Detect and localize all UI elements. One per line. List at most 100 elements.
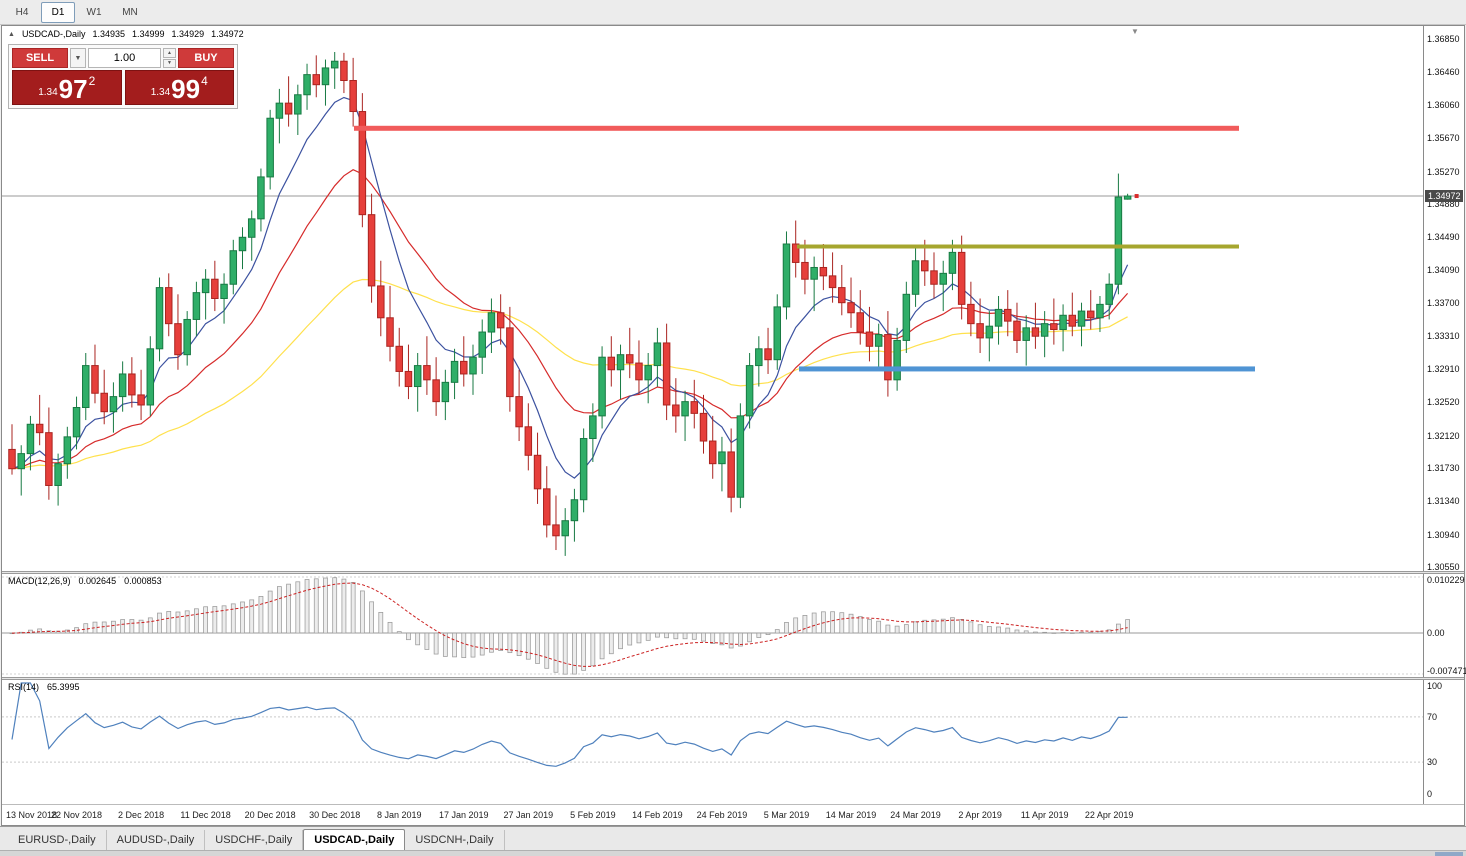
close-value: 1.34972 (211, 29, 244, 39)
bottom-scrollbar[interactable] (0, 850, 1466, 856)
date-label: 17 Jan 2019 (438, 810, 489, 820)
sell-button[interactable]: SELL (12, 48, 68, 68)
date-label: 20 Dec 2018 (244, 810, 296, 820)
chart-tabbar: EURUSD-,Daily AUDUSD-,Daily USDCHF-,Daily U… (0, 826, 1466, 850)
chart-shift-icon[interactable]: ▼ (1131, 27, 1139, 36)
rsi-axis-label: 0 (1427, 789, 1433, 799)
buy-price-pipette: 4 (201, 74, 208, 88)
price-chart-canvas[interactable] (2, 26, 1423, 571)
macd-axis-label: 0.00 (1427, 628, 1445, 639)
macd-axis-label: 0.010229 (1427, 575, 1465, 585)
timeframe-button-mn[interactable]: MN (122, 6, 138, 18)
date-label: 22 Nov 2018 (51, 810, 103, 820)
volume-down-button[interactable]: ▼ (163, 58, 176, 68)
date-axis[interactable]: 13 Nov 2018 22 Nov 2018 2 Dec 2018 11 Dec 2… (2, 804, 1464, 825)
date-label: 5 Mar 2019 (763, 810, 810, 820)
price-chart-panel[interactable]: ▲ USDCAD-,Daily 1.34935 1.34999 1.34929 … (2, 26, 1464, 573)
buy-price-big-digits: 99 (171, 74, 201, 104)
chart-tab-usdcad[interactable]: USDCAD-,Daily (303, 829, 406, 850)
date-label: 22 Apr 2019 (1084, 810, 1134, 820)
date-label: 11 Dec 2018 (180, 810, 231, 820)
macd-axis[interactable]: 0.010229 0.00 -0.007471 (1423, 574, 1466, 677)
date-label: 11 Apr 2019 (1020, 810, 1069, 820)
chart-tab-audusd[interactable]: AUDUSD-,Daily (107, 830, 206, 850)
scrollbar-thumb[interactable] (1435, 852, 1463, 856)
price-axis-label: 1.34880 (1427, 199, 1460, 210)
price-axis-label: 1.34490 (1427, 231, 1460, 242)
low-value: 1.34929 (171, 29, 205, 39)
high-value: 1.34999 (132, 29, 165, 39)
open-value: 1.34935 (92, 29, 125, 39)
price-axis[interactable]: 1.34972 1.36850 1.36460 1.36060 1.35670 1.35… (1423, 26, 1464, 573)
sell-price-pipette: 2 (88, 74, 96, 88)
chevron-down-icon[interactable]: ▼ (70, 48, 86, 68)
rsi-value: 65.3995 (47, 682, 80, 692)
price-axis-label: 1.35670 (1427, 133, 1460, 143)
timeframe-button-h4[interactable]: H4 (15, 6, 29, 18)
price-axis-label: 1.36460 (1427, 66, 1460, 77)
buy-button[interactable]: BUY (178, 48, 234, 68)
price-axis-label: 1.32910 (1427, 364, 1460, 375)
symbol-name: USDCAD-,Daily (21, 29, 86, 39)
rsi-axis[interactable]: 100 70 30 0 (1423, 680, 1464, 804)
macd-name: MACD(12,26,9) (8, 576, 71, 586)
chart-tab-usdchf[interactable]: USDCHF-,Daily (205, 830, 304, 850)
price-axis-label: 1.30940 (1427, 529, 1460, 540)
one-click-trading-widget: SELL ▼ ▲ ▼ BUY 1.34 97 2 (8, 44, 238, 109)
date-label: 2 Apr 2019 (958, 810, 1002, 820)
buy-price-prefix: 1.34 (150, 87, 171, 98)
macd-main-value: 0.002645 (78, 576, 117, 586)
price-axis-label: 1.34090 (1427, 265, 1460, 276)
price-axis-label: 1.32520 (1427, 397, 1460, 408)
price-axis-label: 1.31340 (1427, 496, 1460, 507)
date-label: 5 Feb 2019 (570, 810, 616, 820)
price-axis-label: 1.31730 (1427, 463, 1460, 474)
price-axis-label: 1.35270 (1427, 166, 1460, 177)
rsi-axis-label: 30 (1427, 757, 1438, 768)
date-label: 27 Jan 2019 (503, 810, 554, 820)
timeframe-button-d1[interactable]: D1 (41, 1, 75, 23)
date-label: 30 Dec 2018 (309, 810, 361, 820)
price-axis-label: 1.32120 (1427, 430, 1460, 441)
macd-signal-value: 0.000853 (124, 576, 162, 586)
chart-tab-eurusd[interactable]: EURUSD-,Daily (8, 830, 107, 850)
current-price-badge: 1.34972 (1425, 190, 1463, 203)
rsi-name: RSI(14) (8, 682, 40, 692)
volume-stepper: ▲ ▼ (163, 48, 176, 68)
macd-axis-label: -0.007471 (1427, 666, 1466, 676)
rsi-axis-label: 70 (1427, 711, 1438, 722)
chart-window: ▲ USDCAD-,Daily 1.34935 1.34999 1.34929 … (1, 25, 1466, 826)
date-label: 13 Nov 2018 (6, 810, 58, 820)
price-axis-label: 1.33700 (1427, 298, 1460, 309)
macd-canvas[interactable] (2, 574, 1423, 677)
date-label: 14 Feb 2019 (632, 810, 683, 820)
price-axis-label: 1.36850 (1427, 34, 1460, 45)
price-axis-label: 1.36060 (1427, 100, 1460, 111)
sell-price-big-digits: 97 (58, 74, 88, 104)
uptick-icon: ▲ (8, 30, 15, 38)
panel-splitter[interactable] (2, 571, 1464, 574)
date-label: 24 Mar 2019 (890, 810, 941, 820)
price-axis-label: 1.33310 (1427, 330, 1460, 341)
timeframe-button-w1[interactable]: W1 (86, 6, 102, 18)
sell-price-button[interactable]: 1.34 97 2 (12, 70, 122, 105)
rsi-canvas[interactable] (2, 680, 1423, 804)
rsi-axis-label: 100 (1427, 681, 1443, 691)
panel-splitter[interactable] (2, 677, 1464, 680)
date-label: 2 Dec 2018 (118, 810, 165, 820)
rsi-indicator-panel[interactable]: RSI(14) 65.3995 100 70 30 0 (2, 680, 1464, 804)
date-label: 8 Jan 2019 (376, 810, 422, 820)
sell-price-prefix: 1.34 (38, 87, 58, 98)
timeframe-toolbar: H4 D1 W1 MN (0, 0, 1466, 25)
rsi-label: RSI(14) 65.3995 (8, 682, 80, 692)
macd-indicator-panel[interactable]: MACD(12,26,9) 0.002645 0.000853 0.010229… (2, 574, 1466, 677)
macd-label: MACD(12,26,9) 0.002645 0.000853 (8, 576, 162, 586)
buy-price-button[interactable]: 1.34 99 4 (124, 70, 234, 105)
chart-tab-usdcnh[interactable]: USDCNH-,Daily (405, 830, 505, 850)
volume-input[interactable] (88, 48, 161, 68)
ohlc-header: ▲ USDCAD-,Daily 1.34935 1.34999 1.34929 … (8, 29, 244, 39)
volume-up-button[interactable]: ▲ (163, 48, 176, 58)
price-axis-label: 1.30550 (1427, 562, 1460, 573)
date-label: 24 Feb 2019 (696, 810, 748, 820)
